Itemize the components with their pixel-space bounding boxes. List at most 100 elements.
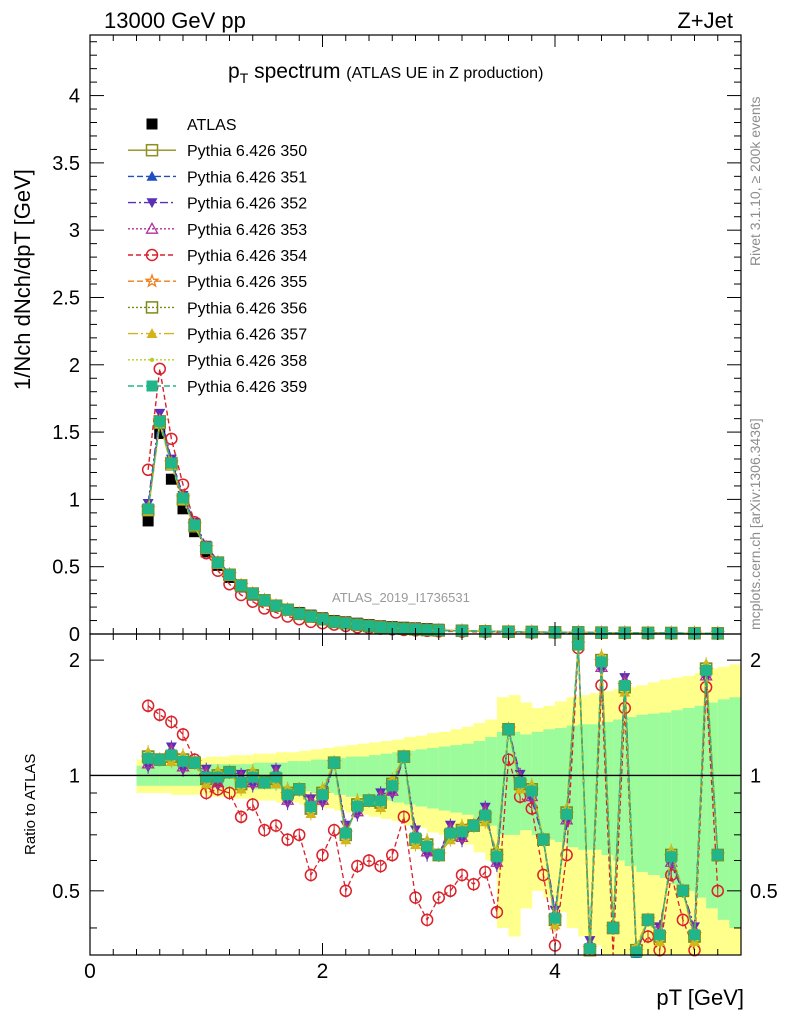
legend-item: ATLAS: [146, 117, 237, 134]
legend: ATLAS Pythia 6.426 350 Pythia 6.426 351 Pyt…: [128, 117, 307, 396]
title-subscript: T: [239, 70, 249, 87]
legend-label: Pythia 6.426 355: [187, 274, 307, 291]
series-0: [142, 427, 724, 639]
ratio-point: [177, 755, 189, 767]
y-tick-label: 4: [69, 86, 80, 108]
ratio-point: [630, 946, 642, 958]
ratio-stat-uncertainty-band: [659, 712, 672, 879]
ratio-stat-uncertainty-band: [717, 699, 730, 920]
ratio-point: [514, 776, 526, 788]
ratio-line: [147, 648, 719, 958]
y-tick-label: 2: [69, 355, 80, 377]
series-1: [141, 415, 724, 640]
y-tick-label: 3.5: [52, 153, 80, 175]
legend-label: Pythia 6.426 351: [187, 169, 307, 186]
ratio-point: [397, 810, 411, 824]
ratio-stat-uncertainty-band: [427, 747, 440, 809]
data-point: [177, 503, 189, 515]
ratio-point: [270, 771, 282, 783]
ratio-point: [420, 913, 434, 927]
ratio-series-5: [141, 641, 724, 958]
ratio-point: [317, 789, 328, 801]
process-label: Z+Jet: [677, 8, 733, 33]
legend-item: Pythia 6.426 358: [128, 353, 307, 370]
ratio-point: [282, 789, 294, 801]
ratio-point: [433, 849, 445, 861]
ratio-point: [293, 828, 306, 842]
data-point: [247, 588, 259, 600]
data-point: [375, 621, 387, 633]
ratio-point: [154, 754, 166, 766]
ratio-point: [444, 827, 456, 839]
ratio-point: [665, 851, 677, 863]
ratio-stat-uncertainty-band: [671, 710, 684, 885]
y-tick-label: 1: [69, 489, 80, 511]
ratio-point: [351, 859, 364, 873]
x-axis-label: pT [GeV]: [656, 985, 744, 1010]
title-word: spectrum: [248, 60, 341, 83]
ratio-point: [328, 757, 340, 769]
legend-marker: [146, 328, 158, 338]
legend-item: Pythia 6.426 352: [128, 196, 307, 213]
legend-marker: [146, 170, 158, 181]
legend-item: Pythia 6.426 353: [128, 222, 307, 239]
title-symbol: p: [228, 60, 240, 83]
legend-label: ATLAS: [187, 117, 237, 134]
ratio-point: [141, 699, 155, 713]
data-point: [386, 622, 398, 634]
data-point: [142, 503, 154, 515]
data-point: [328, 616, 340, 628]
ratio-y-tick-label-right: 2: [750, 650, 761, 672]
data-point: [317, 613, 328, 625]
legend-marker: [145, 143, 159, 157]
data-point: [270, 600, 282, 612]
x-tick-label: 4: [549, 960, 561, 983]
legend-marker: [146, 198, 158, 209]
ratio-point: [363, 795, 375, 807]
ratio-point: [409, 891, 422, 904]
legend-label: Pythia 6.426 352: [187, 196, 307, 213]
ratio-point: [362, 854, 376, 867]
legend-item: Pythia 6.426 359: [128, 379, 307, 396]
legend-label: Pythia 6.426 356: [187, 300, 307, 317]
y-tick-label: 2.5: [52, 287, 80, 309]
y-tick-label: 0: [69, 624, 80, 646]
data-point: [258, 594, 270, 606]
ratio-point: [189, 757, 201, 769]
legend-label: Pythia 6.426 359: [187, 379, 307, 396]
ratio-point: [269, 819, 283, 832]
data-point: [421, 624, 433, 636]
ratio-point: [165, 715, 178, 729]
ratio-point: [421, 840, 433, 852]
y-axis-label: 1/Nch dNch/dpT [GeV]: [10, 169, 35, 390]
data-point: [154, 427, 166, 439]
data-point: [165, 473, 177, 485]
x-tick-label: 2: [317, 960, 329, 983]
ratio-panel-curves: [140, 636, 726, 959]
data-point: [177, 492, 189, 504]
legend-marker: [146, 118, 158, 130]
data-point: [154, 415, 166, 427]
legend-label: Pythia 6.426 354: [187, 248, 307, 265]
ratio-point: [549, 912, 561, 924]
legend-item: Pythia 6.426 356: [128, 300, 307, 317]
data-point: [142, 515, 154, 527]
ratio-point: [526, 785, 538, 797]
ratio-point: [711, 884, 724, 898]
ratio-point: [468, 820, 480, 832]
ratio-point: [339, 884, 352, 898]
data-point: [165, 457, 177, 469]
ratio-point: [258, 776, 270, 788]
ratio-stat-uncertainty-band: [682, 708, 695, 891]
ratio-stat-uncertainty-band: [310, 759, 323, 794]
ratio-y-tick-label: 0.5: [52, 881, 80, 903]
ratio-y-axis-label: Ratio to ATLAS: [22, 753, 39, 855]
legend-item: Pythia 6.426 351: [128, 169, 307, 186]
source-label: mcplots.cern.ch [arXiv:1306.3436]: [747, 418, 763, 630]
ratio-point: [386, 848, 399, 862]
ratio-stat-uncertainty-band: [415, 749, 428, 807]
ratio-point: [398, 751, 410, 763]
ratio-point: [258, 823, 271, 837]
ratio-stat-uncertainty-band: [369, 755, 382, 799]
